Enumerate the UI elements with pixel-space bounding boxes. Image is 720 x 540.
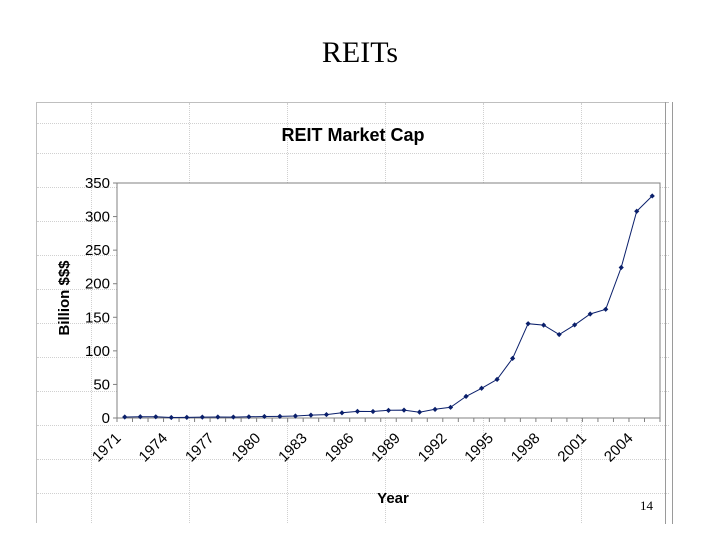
- x-tick-label: 1971: [89, 430, 125, 466]
- data-point: [510, 355, 516, 361]
- data-point: [556, 331, 562, 338]
- plot-area: [116, 182, 661, 419]
- data-point: [618, 264, 624, 271]
- x-tick-label: 1974: [136, 430, 172, 466]
- data-point: [478, 385, 485, 391]
- data-point: [649, 193, 655, 199]
- data-point: [603, 306, 609, 312]
- x-axis-label: Year: [377, 490, 409, 507]
- data-point: [541, 322, 547, 328]
- chart-title: REIT Market Cap: [281, 125, 424, 145]
- x-tick-label: 1983: [275, 430, 311, 466]
- data-point: [261, 413, 267, 420]
- slide-title: REITs: [321, 36, 399, 69]
- y-tick-label: 0: [102, 410, 110, 427]
- data-point: [354, 408, 361, 414]
- data-point: [370, 408, 376, 415]
- data-point: [168, 414, 174, 421]
- data-point: [230, 414, 236, 420]
- y-tick-label: 150: [85, 309, 110, 326]
- x-tick-label: 1980: [229, 430, 265, 466]
- y-tick-label: 350: [85, 175, 110, 192]
- data-point: [308, 412, 314, 418]
- data-point: [463, 393, 469, 399]
- y-axis-label: Billion $$$: [56, 260, 73, 336]
- data-point: [432, 406, 438, 412]
- data-point: [292, 413, 299, 419]
- data-point: [199, 414, 205, 420]
- data-point: [525, 321, 531, 327]
- x-tick-label: 1989: [368, 430, 404, 466]
- data-point: [416, 409, 423, 415]
- data-point: [246, 414, 252, 420]
- x-tick-label: 1986: [322, 430, 358, 466]
- x-tick-label: 2001: [554, 430, 590, 466]
- x-tick-label: 2004: [601, 430, 637, 466]
- x-tick-label: 1977: [182, 430, 218, 466]
- data-point: [634, 208, 640, 214]
- data-point: [137, 414, 143, 420]
- data-point: [122, 414, 128, 420]
- y-tick-label: 50: [93, 376, 110, 393]
- data-point: [323, 411, 330, 418]
- y-tick-label: 250: [85, 242, 110, 259]
- data-point: [153, 414, 159, 420]
- data-point: [494, 376, 500, 382]
- x-tick-label: 1992: [415, 430, 451, 466]
- y-tick-label: 300: [85, 209, 110, 226]
- x-tick-label: 1998: [508, 430, 544, 466]
- frame-edge-rule: [665, 102, 673, 524]
- series-group: [122, 193, 655, 421]
- y-tick-label: 100: [85, 343, 110, 360]
- y-tick-label: 200: [85, 276, 110, 293]
- data-point: [401, 407, 407, 413]
- data-point: [447, 404, 454, 410]
- data-point: [572, 322, 578, 328]
- data-point: [184, 414, 190, 420]
- data-point: [215, 414, 221, 420]
- x-tick-label: 1995: [461, 430, 497, 466]
- page-number: 14: [640, 498, 653, 513]
- data-point: [339, 410, 345, 416]
- data-point: [277, 413, 283, 419]
- data-point: [385, 407, 392, 413]
- data-point: [587, 311, 593, 317]
